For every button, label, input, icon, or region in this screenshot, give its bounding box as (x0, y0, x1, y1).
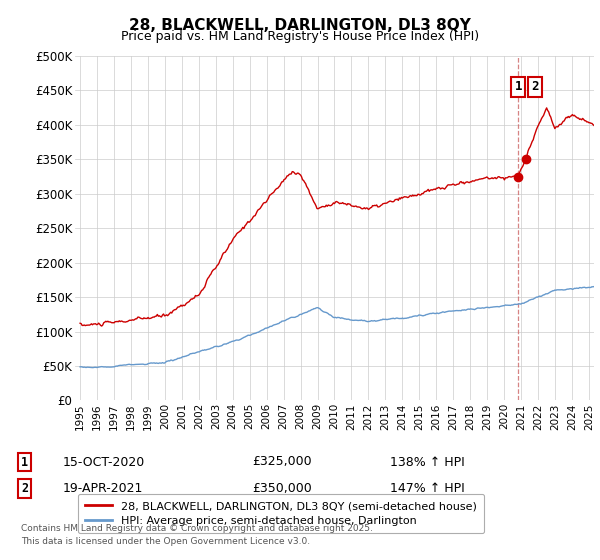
Text: 19-APR-2021: 19-APR-2021 (63, 482, 143, 495)
Legend: 28, BLACKWELL, DARLINGTON, DL3 8QY (semi-detached house), HPI: Average price, se: 28, BLACKWELL, DARLINGTON, DL3 8QY (semi… (78, 494, 484, 533)
Text: £350,000: £350,000 (252, 482, 312, 495)
Text: £325,000: £325,000 (252, 455, 311, 469)
Text: 28, BLACKWELL, DARLINGTON, DL3 8QY: 28, BLACKWELL, DARLINGTON, DL3 8QY (129, 18, 471, 34)
Text: 2: 2 (21, 482, 28, 495)
Text: 15-OCT-2020: 15-OCT-2020 (63, 455, 145, 469)
Text: Contains HM Land Registry data © Crown copyright and database right 2025.
This d: Contains HM Land Registry data © Crown c… (21, 524, 373, 545)
Text: 1: 1 (21, 455, 28, 469)
Text: 1: 1 (515, 81, 522, 94)
Text: Price paid vs. HM Land Registry's House Price Index (HPI): Price paid vs. HM Land Registry's House … (121, 30, 479, 43)
Text: 2: 2 (532, 81, 539, 94)
Text: 147% ↑ HPI: 147% ↑ HPI (390, 482, 465, 495)
Text: 138% ↑ HPI: 138% ↑ HPI (390, 455, 465, 469)
